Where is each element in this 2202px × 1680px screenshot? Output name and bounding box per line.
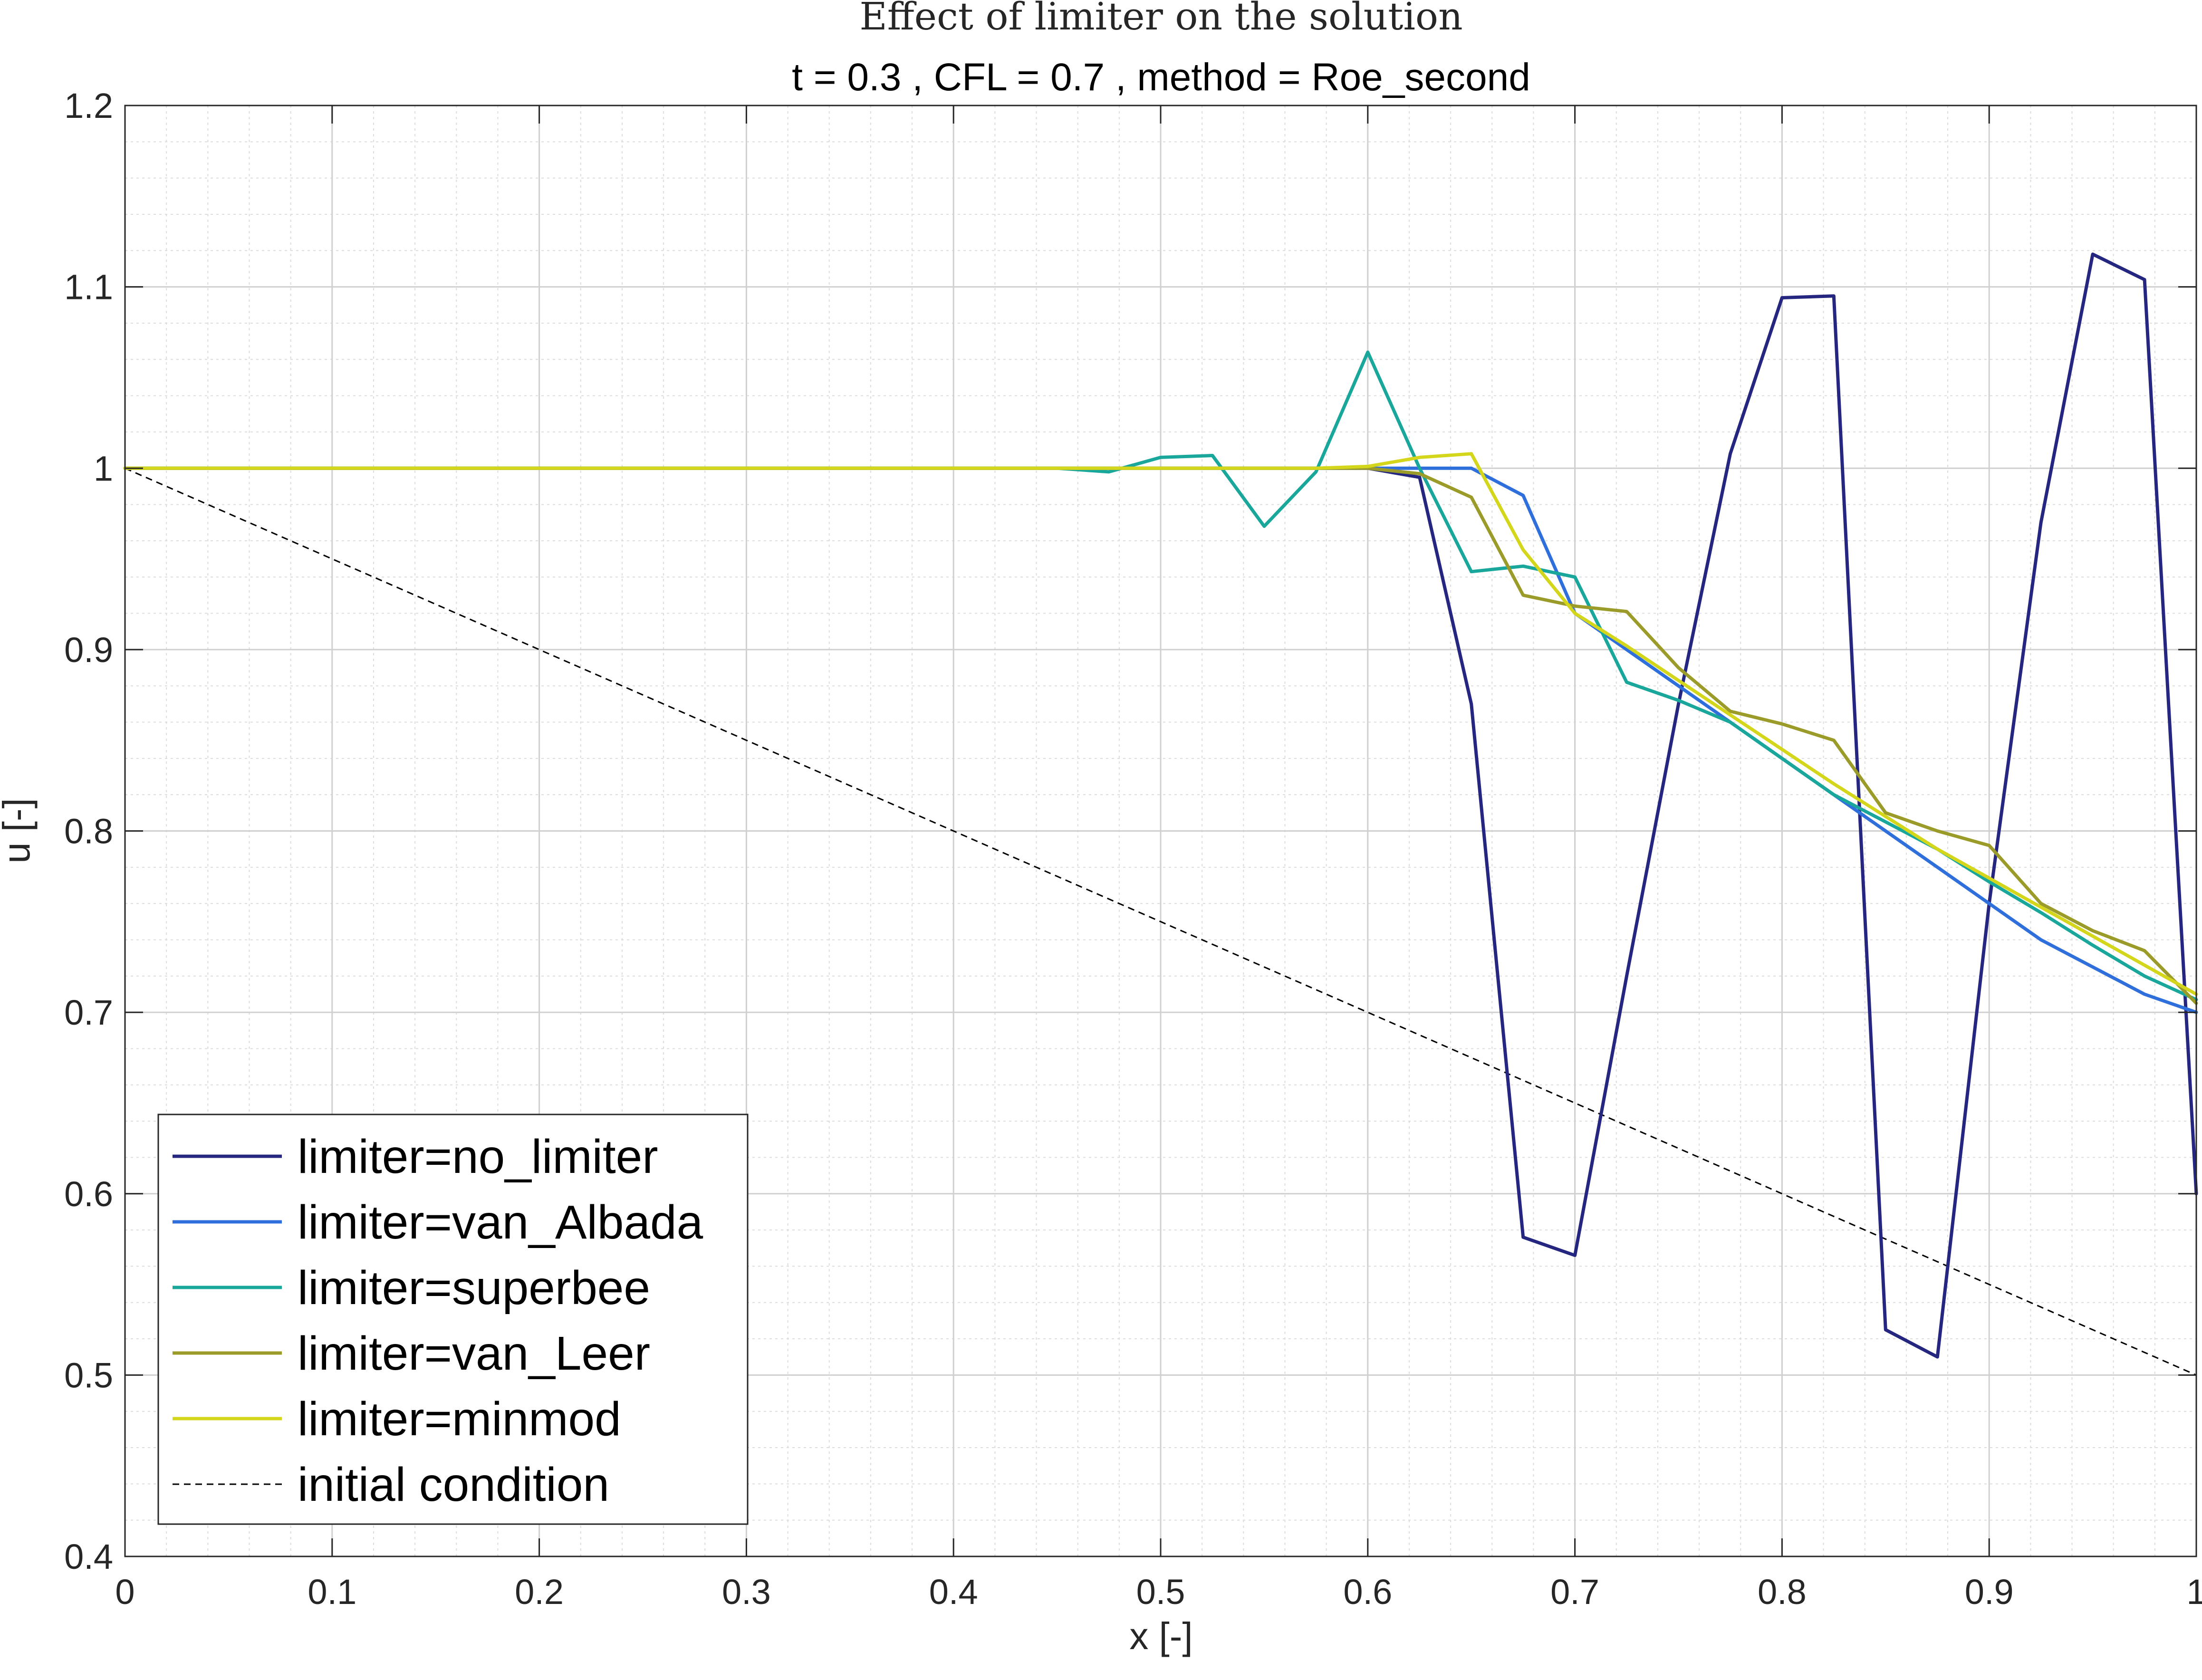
y-tick-label: 0.7	[64, 993, 113, 1032]
x-tick-label: 0.7	[1550, 1572, 1599, 1612]
legend-label-0: limiter=no_limiter	[298, 1130, 658, 1183]
y-axis-label: u [-]	[0, 798, 38, 864]
x-tick-label: 0.6	[1343, 1572, 1392, 1612]
y-tick-label: 1.1	[64, 268, 113, 307]
y-tick-label: 0.9	[64, 630, 113, 670]
y-axis-ticks: 0.4 0.5 0.6 0.7 0.8 0.9 1 1.1 1.2	[64, 86, 2196, 1576]
y-tick-label: 1.2	[64, 86, 113, 125]
x-axis-ticks: 0 0.1 0.2 0.3 0.4 0.5 0.6 0.7 0.8 0.9 1	[115, 106, 2202, 1612]
legend-label-1: limiter=van_Albada	[298, 1196, 703, 1249]
x-tick-label: 0.3	[722, 1572, 771, 1612]
x-tick-label: 0.8	[1758, 1572, 1807, 1612]
x-tick-label: 0.2	[515, 1572, 564, 1612]
legend-label-5: initial condition	[298, 1458, 609, 1511]
y-tick-label: 0.5	[64, 1355, 113, 1395]
y-tick-label: 1	[94, 449, 113, 488]
legend-label-2: limiter=superbee	[298, 1261, 650, 1315]
chart-subtitle: t = 0.3 , CFL = 0.7 , method = Roe_secon…	[792, 56, 1530, 99]
y-tick-label: 0.8	[64, 812, 113, 851]
series-layer	[123, 252, 2198, 1376]
legend: limiter=no_limiter limiter=van_Albadalimi…	[157, 1114, 749, 1525]
x-tick-label: 0.9	[1965, 1572, 2014, 1612]
legend-items: limiter=no_limiter limiter=van_Albadalimi…	[173, 1130, 703, 1511]
chart-title: Effect of limiter on the solution	[859, 0, 1462, 38]
x-tick-label: 0.4	[929, 1572, 978, 1612]
x-tick-label: 0.5	[1136, 1572, 1185, 1612]
series-line-4	[123, 452, 2198, 996]
legend-label-4: limiter=minmod	[298, 1392, 621, 1446]
series-line-5	[125, 467, 2197, 1376]
x-tick-label: 1	[2186, 1572, 2202, 1612]
y-tick-label: 0.4	[64, 1537, 113, 1576]
y-tick-label: 0.6	[64, 1174, 113, 1214]
x-axis-label: x [-]	[1129, 1615, 1192, 1657]
x-tick-label: 0.1	[308, 1572, 356, 1612]
legend-box	[157, 1114, 749, 1525]
legend-label-3: limiter=van_Leer	[298, 1327, 650, 1380]
x-tick-label: 0	[115, 1572, 135, 1612]
